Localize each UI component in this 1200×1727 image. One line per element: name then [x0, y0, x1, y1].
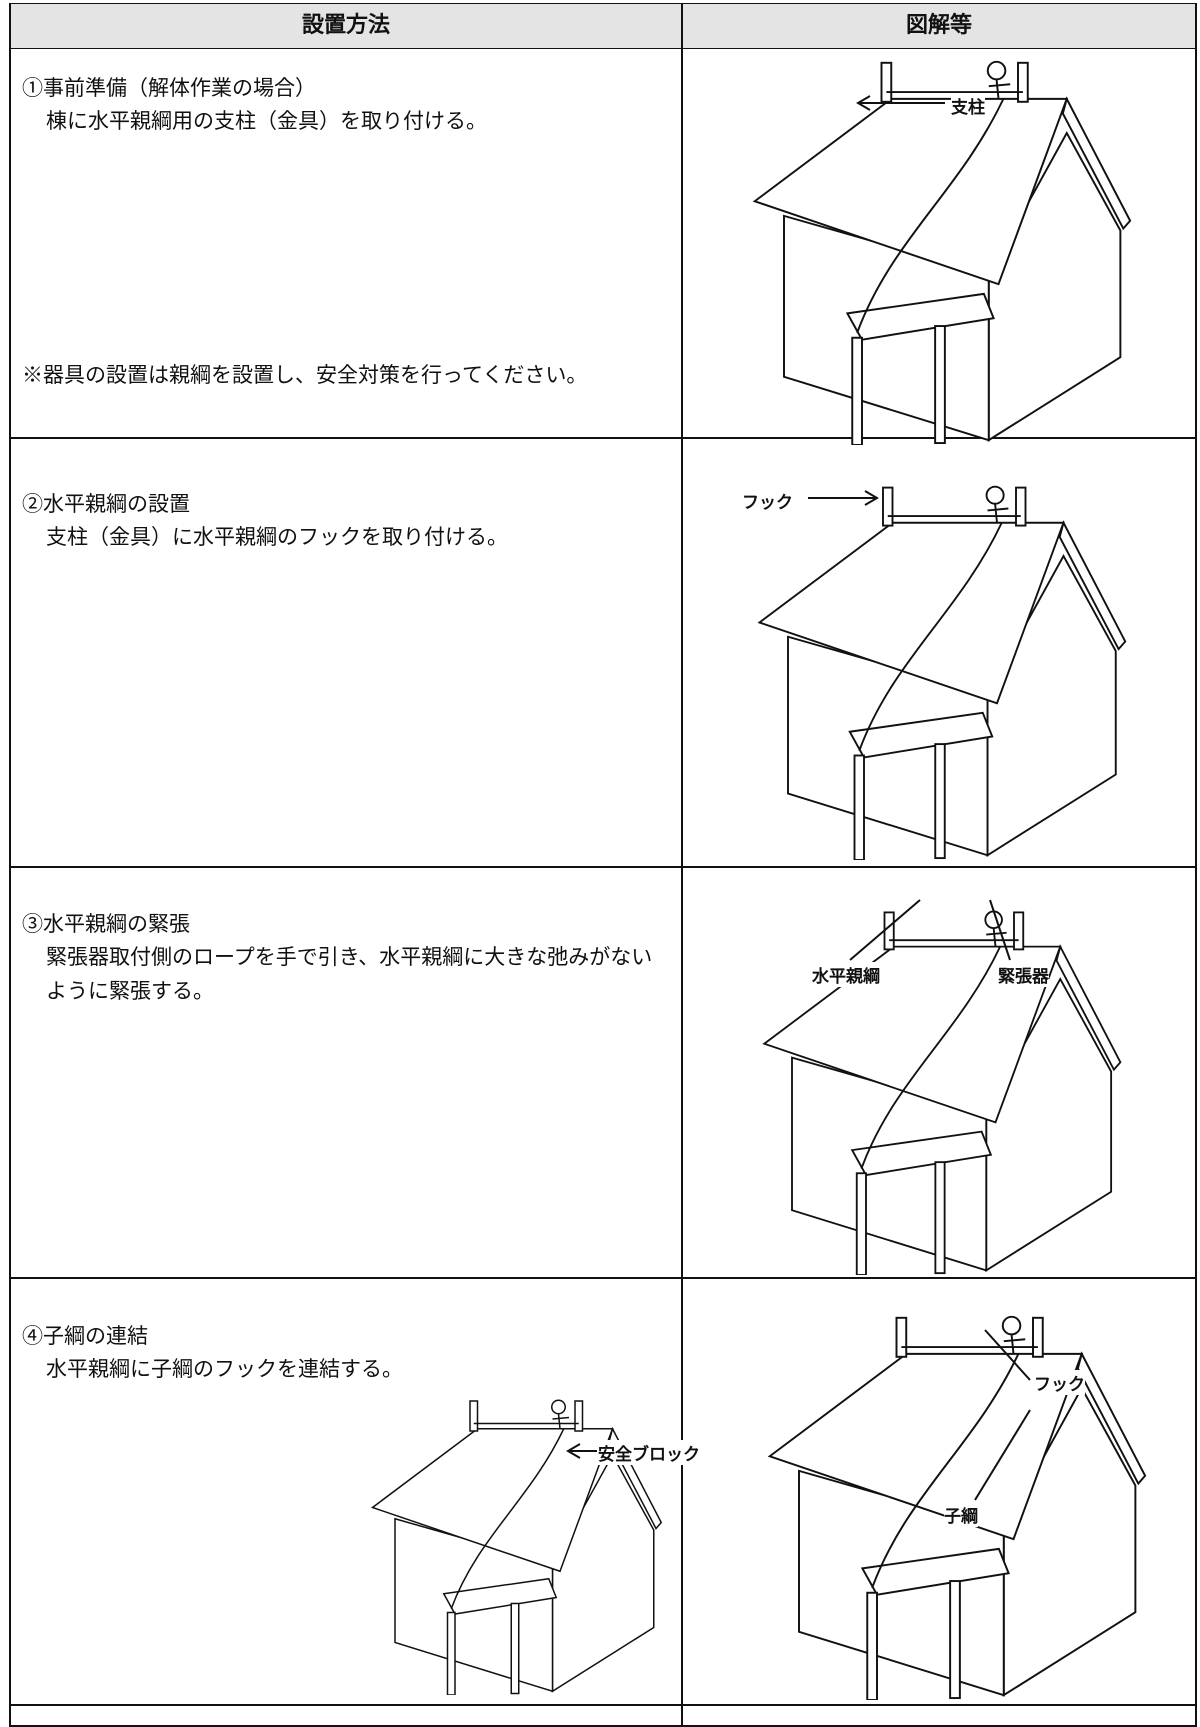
column-header: 設置方法 — [11, 4, 681, 48]
house-illustration — [758, 485, 1127, 860]
step-title: ③水平親綱の緊張 — [22, 912, 190, 936]
diagram-label: フック — [1034, 1370, 1085, 1395]
step-note: ※器具の設置は親綱を設置し、安全対策を行ってください。 — [22, 363, 588, 387]
diagram-label: 支柱 — [951, 93, 985, 118]
diagram-label: 緊張器 — [998, 962, 1049, 987]
step-description: 棟に水平親綱用の支柱（金具）を取り付ける。 — [46, 109, 487, 133]
column-header: 図解等 — [683, 4, 1195, 48]
step-title: ④子綱の連結 — [22, 1324, 148, 1348]
diagram-label: 安全ブロック — [598, 1440, 700, 1465]
house-illustration — [753, 60, 1132, 445]
step-title: ②水平親綱の設置 — [22, 492, 190, 516]
diagram-label: フック — [742, 488, 793, 513]
step-description: 支柱（金具）に水平親綱のフックを取り付ける。 — [46, 525, 508, 549]
step-title: ①事前準備（解体作業の場合） — [22, 76, 316, 100]
step-description: 緊張器取付側のロープを手で引き、水平親綱に大きな弛みがないように緊張する。 — [46, 945, 653, 1003]
diagram-label: 水平親綱 — [812, 962, 880, 987]
diagram-label: 子綱 — [944, 1502, 978, 1527]
step-description: 水平親綱に子綱のフックを連結する。 — [46, 1357, 403, 1381]
pointer-arrows — [566, 95, 1031, 1501]
